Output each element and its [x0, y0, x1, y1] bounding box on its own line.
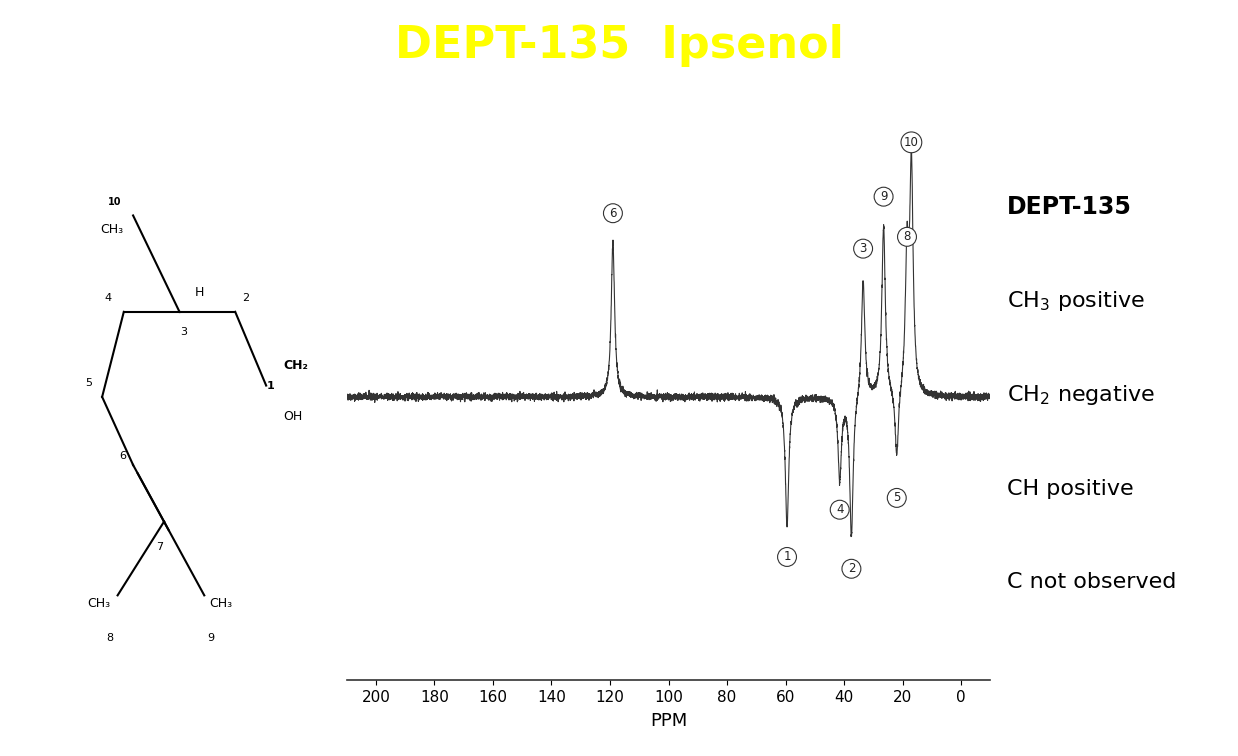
Text: 6: 6: [119, 451, 126, 461]
Text: CH$_3$ positive: CH$_3$ positive: [1008, 290, 1145, 313]
Text: 1: 1: [784, 550, 791, 563]
Text: 10: 10: [108, 197, 121, 207]
Text: 2: 2: [848, 562, 855, 575]
Text: 5: 5: [893, 491, 900, 504]
Text: 9: 9: [880, 191, 888, 203]
Text: OH: OH: [282, 411, 302, 423]
Text: 1: 1: [267, 380, 275, 391]
Text: 2: 2: [243, 293, 250, 302]
Text: CH₂: CH₂: [284, 359, 308, 372]
Text: CH₃: CH₃: [88, 597, 110, 610]
Text: CH$_2$ negative: CH$_2$ negative: [1008, 383, 1155, 407]
Text: H: H: [194, 286, 204, 299]
Text: 10: 10: [904, 136, 919, 149]
Text: 9: 9: [207, 633, 214, 643]
Text: CH₃: CH₃: [100, 223, 123, 236]
Text: 3: 3: [859, 242, 867, 256]
Text: C not observed: C not observed: [1008, 572, 1176, 593]
Text: 4: 4: [836, 503, 843, 516]
Text: DEPT-135  Ipsenol: DEPT-135 Ipsenol: [395, 24, 843, 67]
Text: 5: 5: [84, 378, 92, 388]
Text: 3: 3: [181, 327, 188, 336]
Text: 4: 4: [105, 293, 111, 302]
Text: 8: 8: [106, 633, 114, 643]
Text: DEPT-135: DEPT-135: [1008, 196, 1132, 219]
Text: CH positive: CH positive: [1008, 479, 1134, 499]
Text: 7: 7: [156, 542, 163, 552]
Text: 8: 8: [904, 231, 911, 243]
Text: 6: 6: [609, 206, 617, 220]
Text: CH₃: CH₃: [209, 597, 233, 610]
X-axis label: PPM: PPM: [650, 712, 687, 730]
